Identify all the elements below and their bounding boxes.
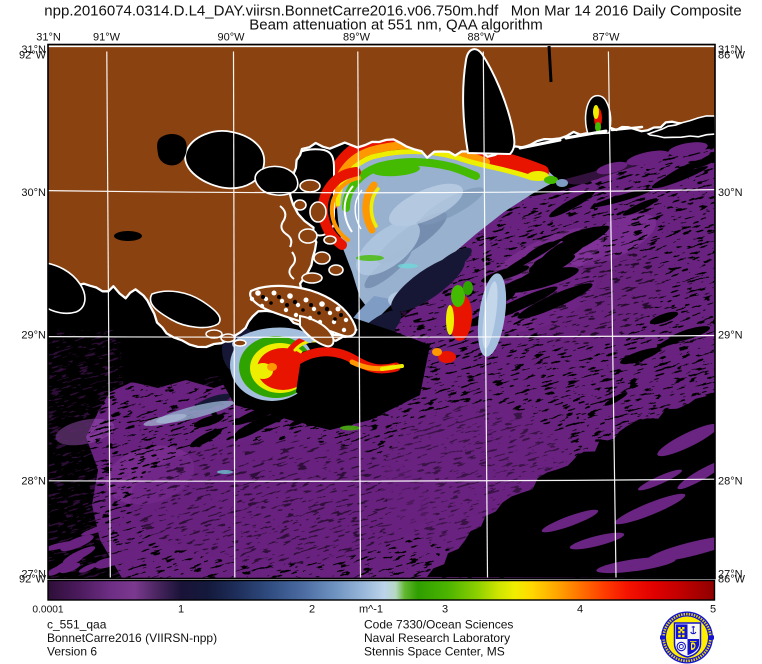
- svg-text:BonnetCarre2016 (VIIRSN-npp): BonnetCarre2016 (VIIRSN-npp): [47, 631, 217, 645]
- svg-text:Naval Research Laboratory: Naval Research Laboratory: [364, 631, 510, 645]
- svg-text:Beam attenuation at 551 nm, QA: Beam attenuation at 551 nm, QAA algorith…: [249, 17, 543, 34]
- svg-text:27°N: 27°N: [21, 569, 46, 581]
- svg-text:4: 4: [577, 604, 583, 616]
- svg-text:87°W: 87°W: [592, 32, 620, 44]
- svg-text:30°N: 30°N: [21, 187, 46, 199]
- svg-text:28°N: 28°N: [21, 475, 46, 487]
- svg-text:92°W: 92°W: [19, 574, 47, 586]
- svg-text:89°W: 89°W: [343, 32, 371, 44]
- svg-text:90°W: 90°W: [217, 32, 245, 44]
- svg-text:c_551_qaa: c_551_qaa: [47, 618, 107, 632]
- svg-text:npp.2016074.0314.D.L4_DAY.viir: npp.2016074.0314.D.L4_DAY.viirsn.BonnetC…: [44, 3, 741, 20]
- svg-text:86°W: 86°W: [718, 574, 746, 586]
- svg-text:30°N: 30°N: [718, 187, 743, 199]
- svg-text:31°N: 31°N: [36, 32, 61, 44]
- svg-text:m^-1: m^-1: [359, 604, 383, 616]
- svg-text:29°N: 29°N: [21, 330, 46, 342]
- svg-text:Code 7330/Ocean Sciences: Code 7330/Ocean Sciences: [364, 618, 513, 632]
- svg-text:88°W: 88°W: [467, 32, 495, 44]
- svg-text:1: 1: [178, 604, 184, 616]
- svg-text:28°N: 28°N: [718, 475, 743, 487]
- svg-text:Stennis Space Center, MS: Stennis Space Center, MS: [364, 645, 505, 659]
- svg-text:27°N: 27°N: [718, 569, 743, 581]
- svg-text:29°N: 29°N: [718, 330, 743, 342]
- svg-text:5: 5: [710, 604, 716, 616]
- svg-text:Version 6: Version 6: [47, 645, 97, 659]
- svg-text:91°W: 91°W: [93, 32, 121, 44]
- svg-text:0.0001: 0.0001: [32, 605, 63, 616]
- svg-text:86°W: 86°W: [718, 50, 746, 62]
- svg-text:31°N: 31°N: [718, 44, 743, 56]
- svg-text:92°W: 92°W: [19, 50, 47, 62]
- svg-text:2: 2: [309, 604, 315, 616]
- svg-text:3: 3: [442, 604, 448, 616]
- svg-text:31°N: 31°N: [21, 44, 46, 56]
